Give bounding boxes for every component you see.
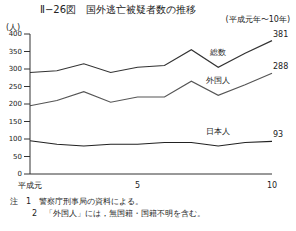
svg-text:10: 10 <box>267 181 277 190</box>
svg-text:総数: 総数 <box>209 48 226 57</box>
svg-text:50: 50 <box>13 153 22 161</box>
svg-text:外国人: 外国人 <box>206 76 230 85</box>
svg-text:平成元: 平成元 <box>18 181 42 190</box>
svg-text:200: 200 <box>9 100 22 108</box>
svg-text:350: 350 <box>9 48 22 56</box>
svg-text:300: 300 <box>9 65 22 73</box>
html-text:(人): (人) <box>6 23 21 32</box>
html-text:(平成元年〜10年): (平成元年〜10年) <box>225 15 290 24</box>
svg-text:0: 0 <box>18 170 22 178</box>
svg-text:250: 250 <box>9 83 22 91</box>
svg-text:93: 93 <box>273 130 283 139</box>
svg-text:400: 400 <box>9 30 22 38</box>
html-text:Ⅱ−26図 国外逃亡被疑者数の推移: Ⅱ−26図 国外逃亡被疑者数の推移 <box>40 4 196 15</box>
svg-text:381: 381 <box>273 30 288 39</box>
svg-text:288: 288 <box>273 62 288 71</box>
svg-text:5: 5 <box>135 181 140 190</box>
svg-text:日本人: 日本人 <box>206 127 230 136</box>
svg-text:100: 100 <box>9 135 22 143</box>
html-text:2 「外国人」には，無国籍・国籍不明を含む。: 2 「外国人」には，無国籍・国籍不明を含む。 <box>32 209 206 218</box>
svg-text:150: 150 <box>9 118 22 126</box>
html-text:注 1 警察庁刑事局の資料による。: 注 1 警察庁刑事局の資料による。 <box>10 197 144 206</box>
